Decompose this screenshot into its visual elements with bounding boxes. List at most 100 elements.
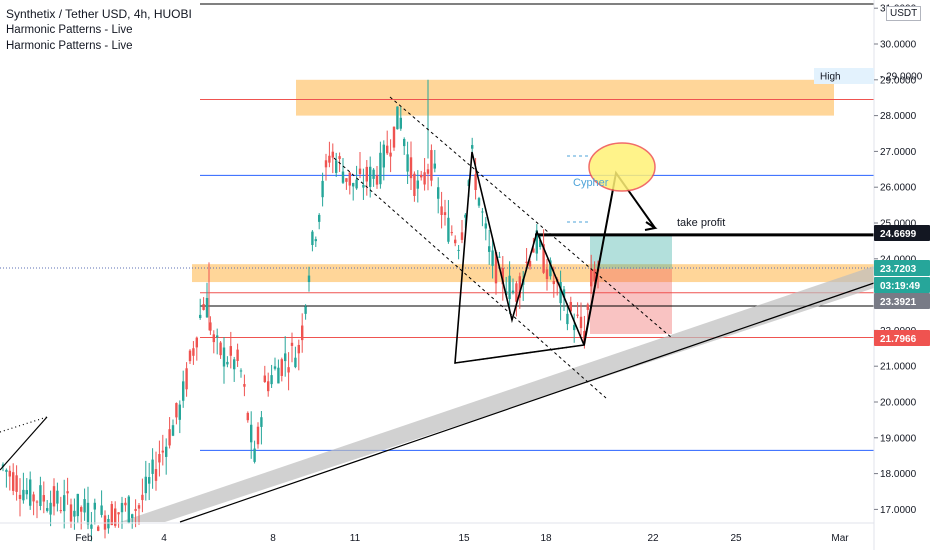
descending-channel-upper: [389, 96, 673, 339]
candle-body: [250, 424, 253, 443]
pattern-name-label: Cypher: [573, 177, 609, 189]
candle-body: [134, 508, 137, 511]
candle-body: [182, 381, 185, 401]
candlestick: [185, 362, 188, 397]
candle-body: [216, 335, 219, 338]
candlestick: [209, 316, 212, 335]
candle-body: [222, 347, 226, 367]
candle-body: [369, 166, 372, 187]
candle-body: [192, 348, 195, 356]
candlestick: [484, 217, 487, 241]
candle-body: [430, 150, 433, 181]
candlestick: [18, 478, 22, 517]
candlestick: [409, 141, 413, 191]
candlestick: [76, 493, 79, 523]
candlestick: [229, 331, 232, 369]
candlestick: [307, 266, 311, 292]
candle-body: [481, 211, 484, 213]
candlestick: [86, 486, 90, 530]
candle-body: [124, 502, 127, 506]
candle-body: [341, 171, 345, 183]
candlestick: [69, 498, 73, 528]
candlestick: [460, 220, 464, 244]
candlestick: [22, 472, 25, 504]
candle-body: [406, 154, 409, 172]
candlestick: [25, 478, 28, 500]
candlestick: [498, 251, 501, 258]
candle-body: [93, 502, 96, 510]
y-tick-label: 20.0000: [880, 398, 917, 409]
candlestick: [182, 370, 185, 408]
price-tag-box: [874, 225, 930, 241]
y-tick-label: 19.0000: [880, 433, 917, 444]
candle-body: [52, 486, 56, 507]
pattern-drawings: Cypher take profit: [0, 96, 725, 471]
indicator-label[interactable]: Harmonic Patterns - Live: [6, 24, 133, 36]
candlestick: [573, 313, 576, 343]
candle-body: [532, 248, 535, 253]
candlestick: [246, 411, 249, 423]
candlestick: [481, 208, 484, 227]
candle-body: [484, 223, 487, 229]
candle-body: [49, 502, 52, 515]
candle-body: [12, 472, 15, 491]
time-axis[interactable]: Feb 4 8 11 15 18 22 25 Mar: [0, 522, 874, 544]
price-tag-value: 24.6699: [880, 229, 917, 240]
x-tick-label: 15: [458, 533, 470, 544]
candlestick: [386, 130, 389, 155]
candle-body: [188, 350, 192, 362]
candlestick: [369, 156, 372, 198]
candle-body: [239, 370, 243, 372]
candlestick: [188, 349, 192, 365]
candle-body: [573, 325, 576, 331]
candle-body: [165, 446, 168, 457]
y-tick-label: 27.0000: [880, 147, 917, 158]
candlestick: [542, 229, 545, 275]
candle-body: [148, 477, 151, 484]
candle-body: [460, 232, 464, 240]
indicator-label[interactable]: Harmonic Patterns - Live: [6, 40, 133, 52]
currency-badge[interactable]: USDT: [886, 6, 922, 21]
risk-box: [590, 268, 672, 334]
candlestick: [127, 495, 130, 524]
candle-body: [154, 469, 158, 481]
candlestick: [171, 419, 175, 437]
candle-body: [5, 469, 8, 472]
candle-body: [100, 505, 103, 515]
candle-body: [409, 157, 413, 179]
candle-body: [562, 289, 566, 298]
y-tick-label: 21.0000: [880, 362, 917, 373]
symbol-title[interactable]: Synthetix / Tether USD, 4h, HUOBI: [6, 7, 192, 21]
descending-channel-lower: [333, 157, 607, 399]
candle-body: [498, 256, 501, 258]
price-zone: [296, 79, 834, 116]
candlestick: [403, 137, 406, 155]
candlestick: [219, 341, 222, 359]
price-tags: High - 29.0000 24.6699 23.7203 03:19:49 23.39…: [814, 68, 930, 346]
candlestick: [318, 213, 321, 230]
candlestick: [375, 166, 379, 189]
candlestick: [515, 280, 518, 317]
candle-body: [426, 169, 430, 174]
candlestick: [399, 106, 402, 131]
x-tick-label: Mar: [831, 533, 849, 544]
candlestick: [154, 451, 158, 491]
candle-body: [219, 342, 222, 356]
candle-body: [331, 151, 334, 158]
candle-body: [443, 212, 447, 216]
candle-body: [454, 239, 457, 244]
candle-body: [528, 260, 532, 267]
price-tag-box: [874, 293, 930, 309]
candlestick: [433, 149, 436, 173]
harmonic-pattern: [454, 151, 586, 364]
candlestick: [124, 497, 127, 512]
candlestick: [284, 336, 287, 377]
candlestick: [494, 250, 498, 295]
candle-body: [392, 126, 396, 148]
candlestick: [195, 336, 198, 361]
candlestick: [590, 254, 593, 294]
candlestick: [267, 372, 270, 397]
candle-body: [450, 232, 453, 234]
candlestick: [120, 496, 124, 529]
